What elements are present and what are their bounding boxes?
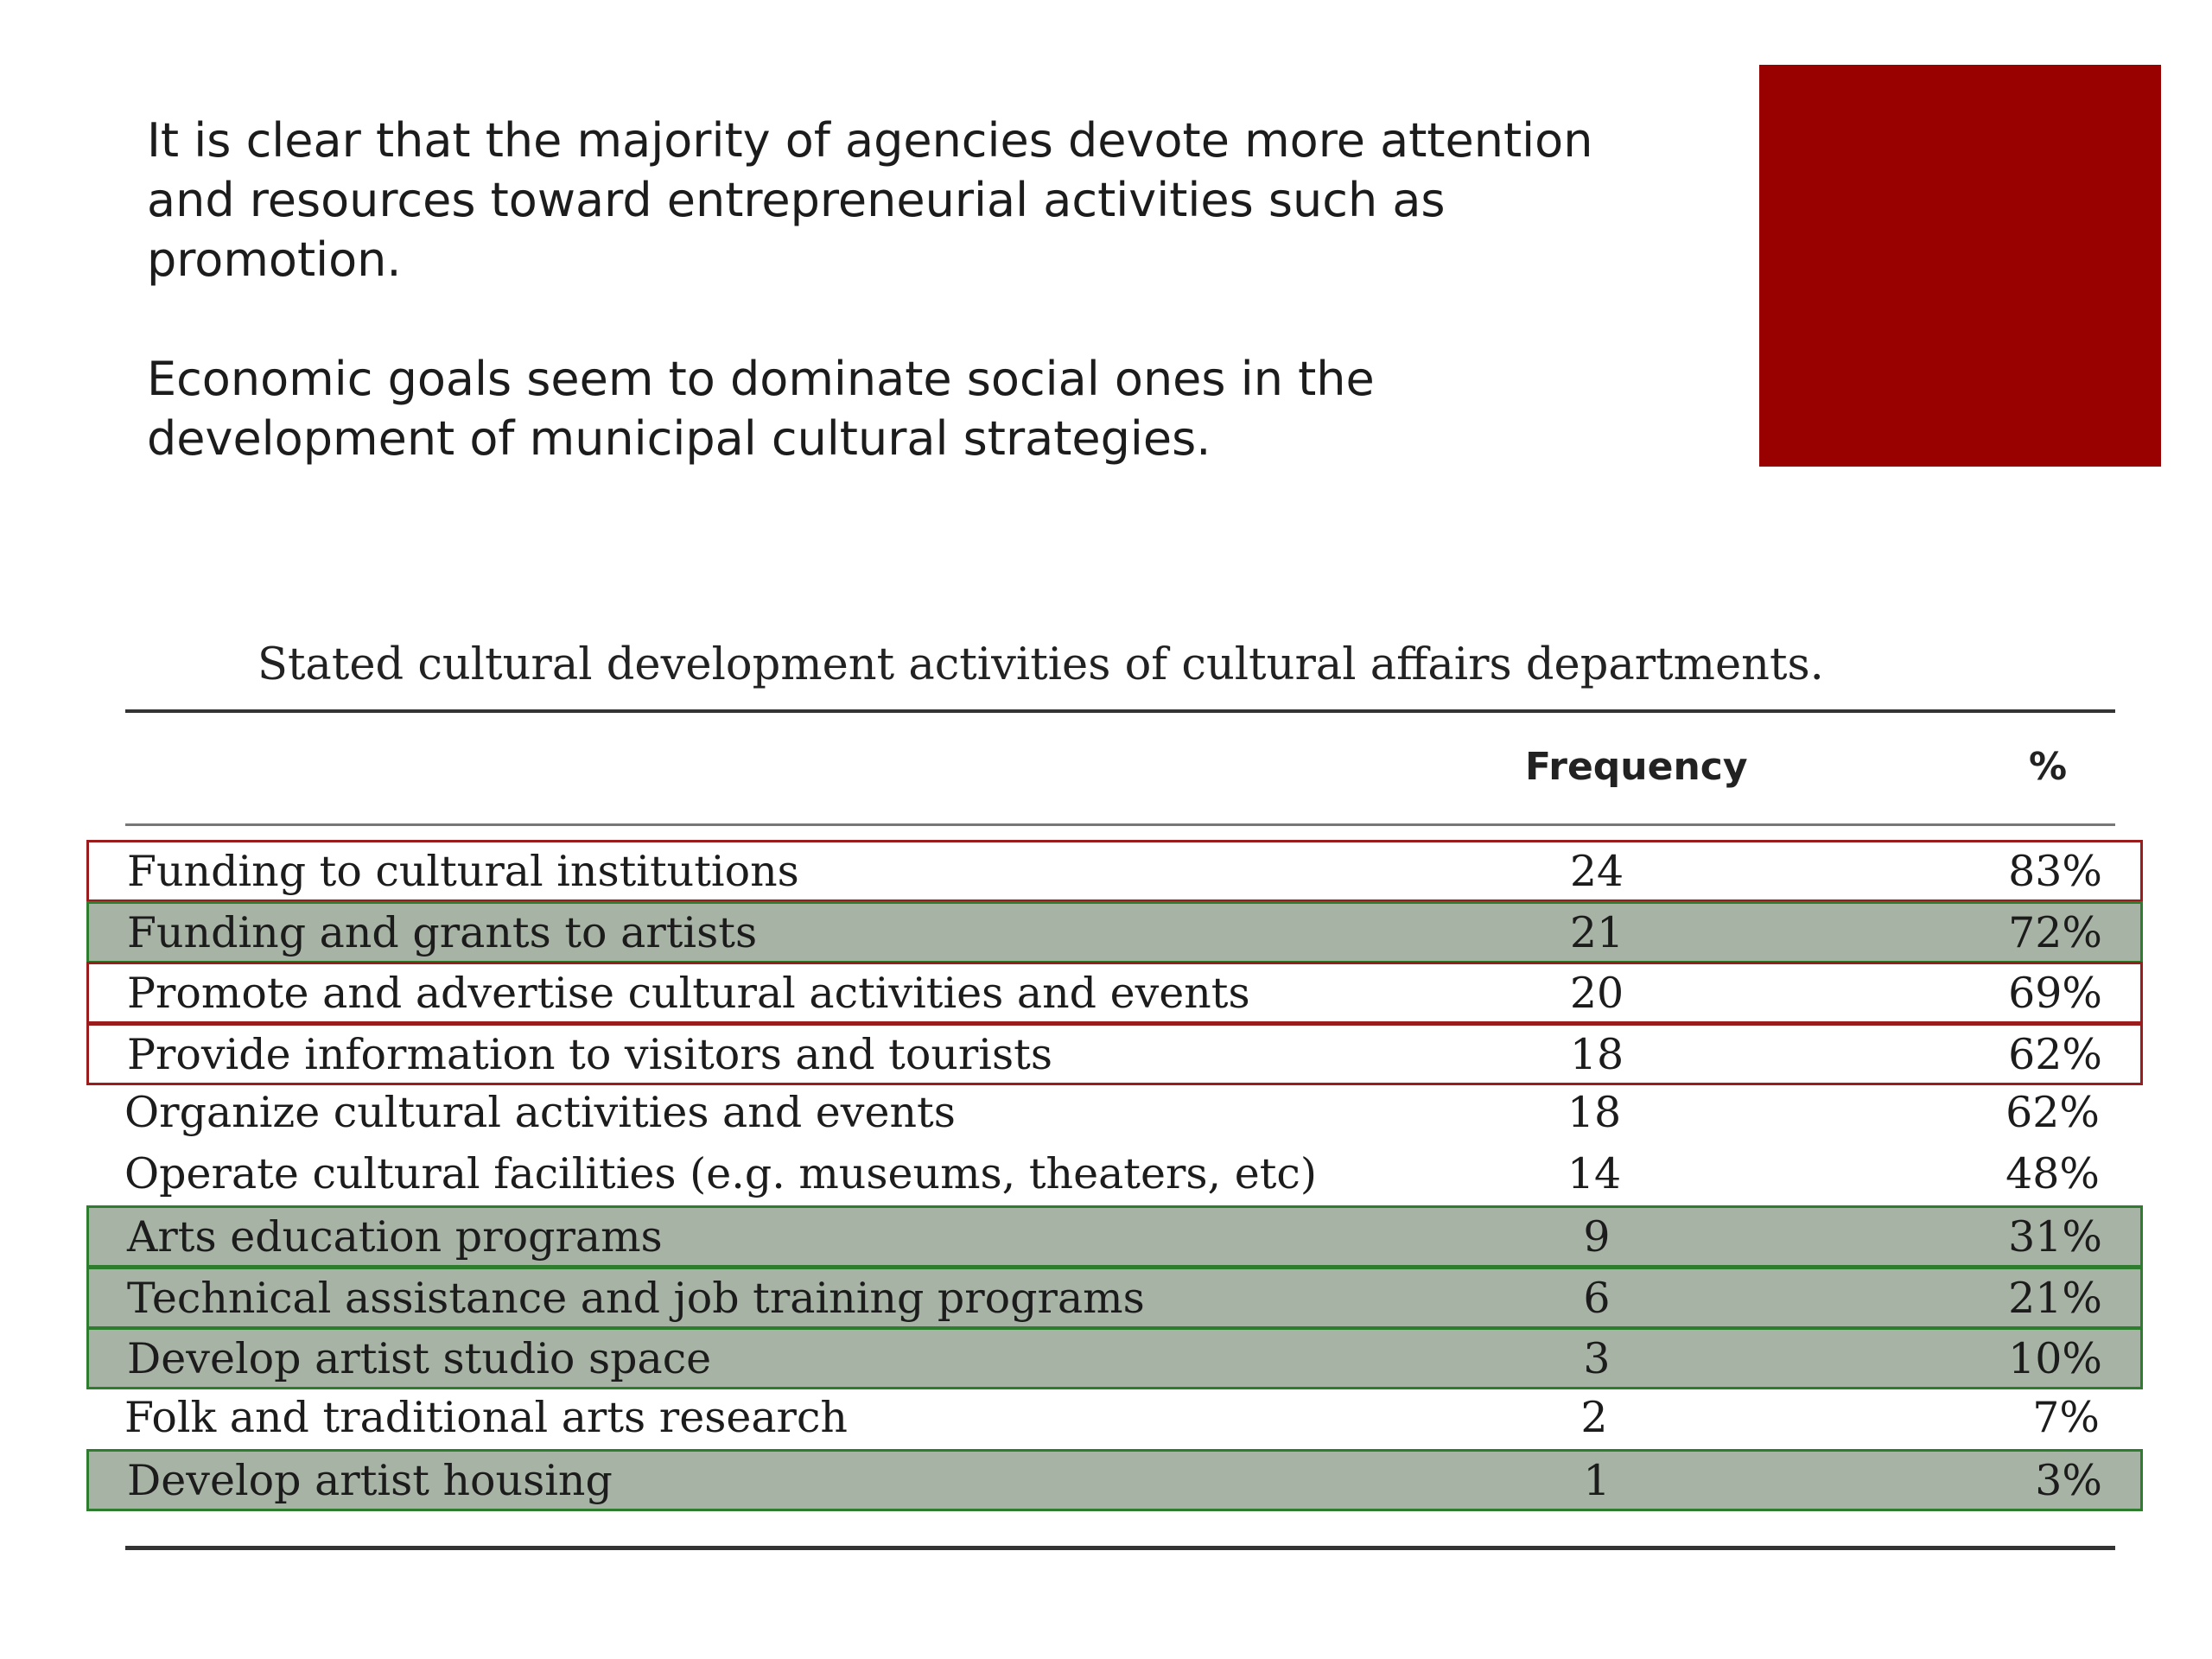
column-header-percent: % — [2028, 745, 2068, 789]
table-row: Promote and advertise cultural activitie… — [86, 962, 2143, 1024]
table-cell-activity: Promote and advertise cultural activitie… — [127, 969, 1250, 1018]
intro-text: It is clear that the majority of agencie… — [147, 111, 1668, 468]
table-cell-frequency: 18 — [1567, 1088, 1622, 1137]
table-row: Funding and grants to artists 21 72% — [86, 900, 2143, 963]
table-cell-activity: Operate cultural facilities (e.g. museum… — [124, 1148, 1317, 1198]
table-row: Folk and traditional arts research 2 7% — [86, 1389, 2143, 1451]
table-cell-percent: 69% — [2008, 969, 2102, 1018]
table-cell-activity: Arts education programs — [127, 1212, 663, 1262]
table-cell-activity: Develop artist housing — [127, 1456, 613, 1505]
table-cell-frequency: 21 — [1569, 907, 1624, 957]
table-cell-percent: 3% — [2035, 1456, 2102, 1505]
table-row: Technical assistance and job training pr… — [86, 1266, 2143, 1329]
table-row: Develop artist studio space 3 10% — [86, 1327, 2143, 1389]
table-cell-percent: 48% — [2005, 1148, 2100, 1198]
table-cell-activity: Develop artist studio space — [127, 1334, 712, 1383]
table-caption: Stated cultural development activities o… — [257, 639, 1824, 690]
table-cell-frequency: 9 — [1583, 1212, 1611, 1262]
table-cell-percent: 10% — [2008, 1334, 2102, 1383]
table-cell-activity: Funding to cultural institutions — [127, 847, 799, 896]
table-cell-activity: Funding and grants to artists — [127, 907, 758, 957]
accent-square — [1759, 65, 2161, 467]
table-cell-frequency: 24 — [1569, 847, 1624, 896]
table-cell-frequency: 20 — [1569, 969, 1624, 1018]
table-cell-percent: 62% — [2005, 1088, 2100, 1137]
table-row: Develop artist housing 1 3% — [86, 1449, 2143, 1511]
intro-paragraph-2: Economic goals seem to dominate social o… — [147, 352, 1375, 466]
table-row: Operate cultural facilities (e.g. museum… — [86, 1145, 2143, 1207]
table-row: Provide information to visitors and tour… — [86, 1022, 2143, 1085]
table-row: Organize cultural activities and events 1… — [86, 1084, 2143, 1146]
table-cell-frequency: 2 — [1580, 1392, 1608, 1442]
table-row: Funding to cultural institutions 24 83% — [86, 840, 2143, 902]
table-rule-bottom — [125, 1546, 2115, 1550]
table-cell-frequency: 3 — [1583, 1334, 1611, 1383]
column-header-frequency: Frequency — [1525, 745, 1748, 789]
table-rule-top — [125, 709, 2115, 713]
table-cell-percent: 21% — [2008, 1273, 2102, 1323]
table-cell-activity: Organize cultural activities and events — [124, 1088, 956, 1137]
table-cell-percent: 83% — [2008, 847, 2102, 896]
table-cell-activity: Folk and traditional arts research — [124, 1392, 848, 1442]
table-cell-frequency: 1 — [1583, 1456, 1611, 1505]
table-cell-frequency: 6 — [1583, 1273, 1611, 1323]
table-row: Arts education programs 9 31% — [86, 1205, 2143, 1268]
intro-paragraph-1: It is clear that the majority of agencie… — [147, 113, 1593, 287]
table-cell-frequency: 18 — [1569, 1029, 1624, 1079]
table-cell-percent: 31% — [2008, 1212, 2102, 1262]
table-cell-percent: 72% — [2008, 907, 2102, 957]
table-cell-percent: 62% — [2008, 1029, 2102, 1079]
table-cell-frequency: 14 — [1567, 1148, 1622, 1198]
table-cell-activity: Provide information to visitors and tour… — [127, 1029, 1052, 1079]
table-cell-percent: 7% — [2032, 1392, 2100, 1442]
table-rule-header — [125, 823, 2115, 826]
table-cell-activity: Technical assistance and job training pr… — [127, 1273, 1145, 1323]
